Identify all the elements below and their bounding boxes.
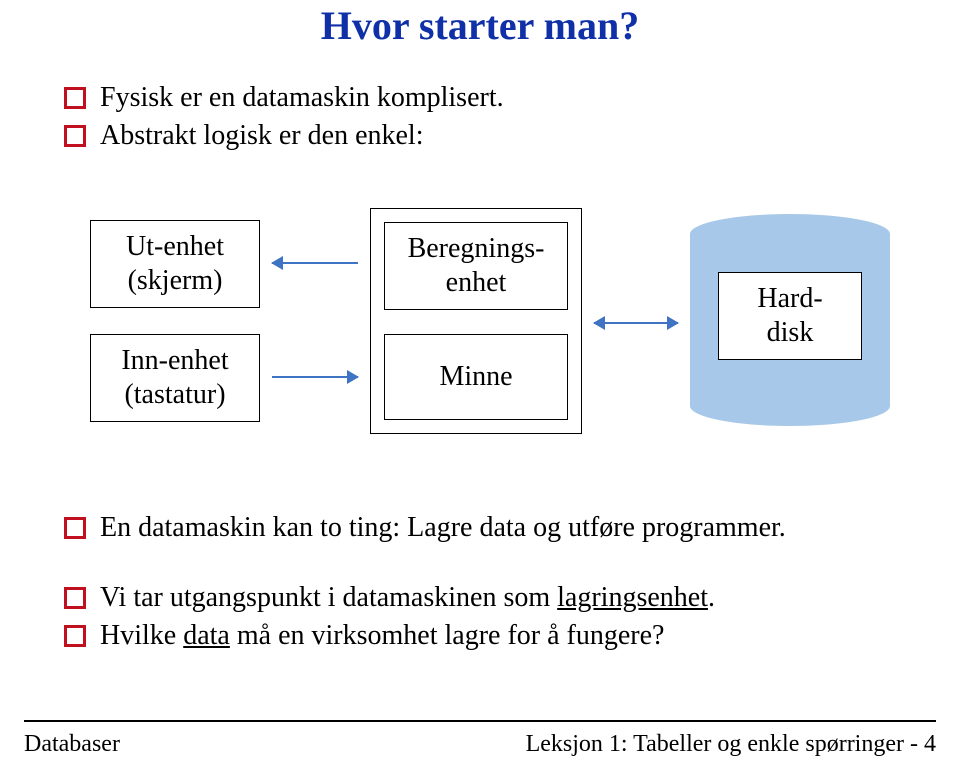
bullet-row: Hvilke data må en virksomhet lagre for å… [64, 618, 664, 653]
bullet-text: Vi tar utgangspunkt i datamaskinen som l… [100, 580, 715, 615]
bullet-row: Fysisk er en datamaskin komplisert. [64, 80, 504, 115]
harddisk-label-box: Hard-disk [718, 272, 862, 360]
bullet-marker-icon [64, 125, 86, 147]
footer-left: Databaser [24, 731, 120, 758]
footer-rule [24, 720, 936, 722]
arrow-both-icon [594, 322, 678, 324]
diagram-box-mem: Minne [384, 334, 568, 420]
bullet-row: Vi tar utgangspunkt i datamaskinen som l… [64, 580, 715, 615]
bullet-row: Abstrakt logisk er den enkel: [64, 118, 423, 153]
diagram-box-in_unit: Inn-enhet(tastatur) [90, 334, 260, 422]
cylinder-top-ellipse [690, 214, 890, 254]
arrow-right-icon [272, 376, 358, 378]
bullet-marker-icon [64, 87, 86, 109]
bullet-row: En datamaskin kan to ting: Lagre data og… [64, 510, 786, 545]
arrow-left-icon [272, 262, 358, 264]
bullet-text: En datamaskin kan to ting: Lagre data og… [100, 510, 786, 545]
cylinder-bottom-ellipse [690, 386, 890, 426]
bullet-marker-icon [64, 625, 86, 647]
bullet-marker-icon [64, 587, 86, 609]
diagram-box-out_unit: Ut-enhet(skjerm) [90, 220, 260, 308]
bullet-text: Abstrakt logisk er den enkel: [100, 118, 423, 153]
bullet-text: Fysisk er en datamaskin komplisert. [100, 80, 504, 115]
diagram-box-cpu: Beregnings-enhet [384, 222, 568, 310]
bullet-marker-icon [64, 517, 86, 539]
footer-right: Leksjon 1: Tabeller og enkle spørringer … [526, 731, 936, 758]
page-title: Hvor starter man? [0, 2, 960, 49]
bullet-text: Hvilke data må en virksomhet lagre for å… [100, 618, 664, 653]
